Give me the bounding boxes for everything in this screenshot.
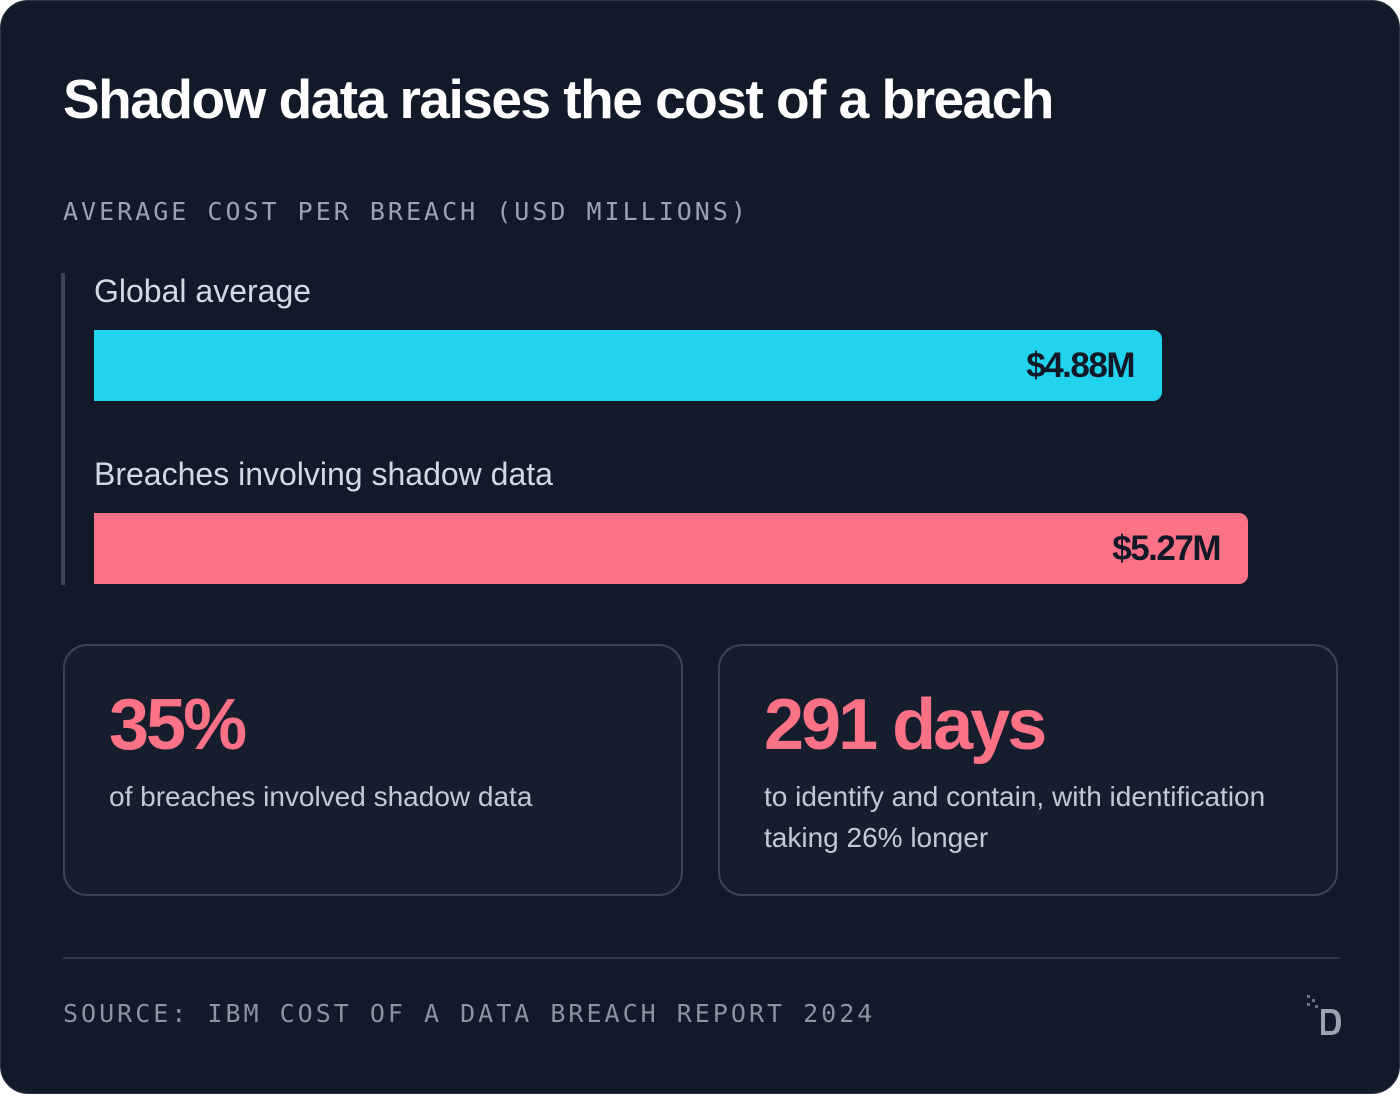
d-logo-icon (1307, 995, 1341, 1035)
stat-desc-share: of breaches involved shadow data (109, 781, 533, 812)
bar-shadow: $5.27M (94, 513, 1248, 584)
stat-card-days: 291 days to identify and contain, with i… (718, 644, 1338, 896)
bar-label-shadow: Breaches involving shadow data (94, 456, 553, 492)
bar-value-shadow: $5.27M (1112, 528, 1221, 568)
footer-divider (63, 957, 1340, 959)
chart-axis-rule (61, 273, 65, 585)
bar-value-global: $4.88M (1026, 345, 1135, 385)
stat-desc-days: to identify and contain, with identifica… (764, 781, 1266, 853)
chart-title: Shadow data raises the cost of a breach (63, 68, 1054, 130)
stat-card-share: 35% of breaches involved shadow data (63, 644, 683, 896)
bar-global: $4.88M (94, 330, 1162, 401)
stat-value-share: 35% (109, 685, 247, 765)
bar-label-global: Global average (94, 273, 312, 309)
stat-value-days: 291 days (764, 685, 1047, 765)
bar-chart: Global average $4.88M Breaches involving s… (61, 273, 1301, 585)
source-note: SOURCE: IBM COST OF A DATA BREACH REPORT… (63, 999, 876, 1028)
chart-subtitle: AVERAGE COST PER BREACH (USD MILLIONS) (63, 197, 749, 226)
